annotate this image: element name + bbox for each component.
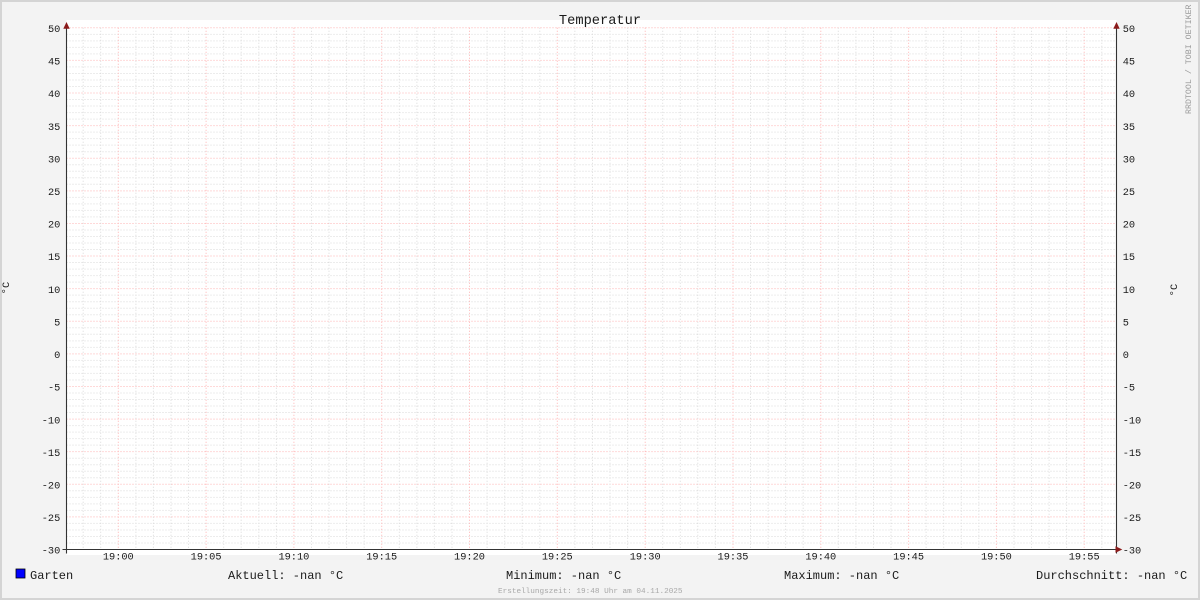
svg-text:-10: -10: [1123, 415, 1142, 427]
svg-text:35: 35: [48, 122, 60, 134]
svg-text:-15: -15: [42, 448, 61, 460]
svg-text:10: 10: [48, 285, 60, 297]
svg-text:-10: -10: [42, 415, 61, 427]
svg-text:19:40: 19:40: [805, 552, 836, 564]
svg-text:19:55: 19:55: [1069, 552, 1100, 564]
svg-text:15: 15: [48, 252, 60, 264]
svg-text:-20: -20: [1123, 481, 1142, 493]
svg-text:19:05: 19:05: [191, 552, 222, 564]
svg-text:-30: -30: [1123, 546, 1142, 558]
svg-text:-20: -20: [42, 481, 61, 493]
svg-text:50: 50: [48, 24, 60, 36]
svg-text:19:25: 19:25: [542, 552, 573, 564]
svg-text:-30: -30: [42, 546, 61, 558]
svg-text:Garten: Garten: [30, 569, 73, 583]
svg-text:19:50: 19:50: [981, 552, 1012, 564]
svg-text:40: 40: [48, 89, 60, 101]
svg-text:10: 10: [1123, 285, 1135, 297]
svg-text:Temperatur: Temperatur: [559, 14, 641, 29]
svg-text:30: 30: [1123, 154, 1135, 166]
svg-text:15: 15: [1123, 252, 1135, 264]
svg-text:25: 25: [48, 187, 60, 199]
svg-text:°C: °C: [1, 282, 13, 294]
svg-text:Aktuell: -nan °C: Aktuell: -nan °C: [228, 569, 343, 583]
svg-text:30: 30: [48, 154, 60, 166]
svg-text:45: 45: [1123, 57, 1135, 69]
svg-text:25: 25: [1123, 187, 1135, 199]
svg-text:19:00: 19:00: [103, 552, 134, 564]
svg-text:20: 20: [1123, 220, 1135, 232]
svg-text:35: 35: [1123, 122, 1135, 134]
svg-text:-15: -15: [1123, 448, 1142, 460]
svg-text:-25: -25: [42, 513, 61, 525]
svg-text:45: 45: [48, 57, 60, 69]
svg-text:20: 20: [48, 220, 60, 232]
svg-text:RRDTOOL / TOBI OETIKER: RRDTOOL / TOBI OETIKER: [1184, 4, 1194, 114]
svg-text:19:30: 19:30: [630, 552, 661, 564]
svg-text:0: 0: [1123, 350, 1129, 362]
svg-text:40: 40: [1123, 89, 1135, 101]
svg-text:°C: °C: [1169, 284, 1181, 296]
svg-text:19:35: 19:35: [718, 552, 749, 564]
svg-text:50: 50: [1123, 24, 1135, 36]
svg-text:-5: -5: [48, 383, 60, 395]
svg-text:Erstellungszeit: 19:48 Uhr am: Erstellungszeit: 19:48 Uhr am 04.11.2025: [498, 588, 683, 596]
svg-text:19:15: 19:15: [366, 552, 397, 564]
svg-text:-5: -5: [1123, 383, 1135, 395]
svg-text:19:45: 19:45: [893, 552, 924, 564]
svg-text:-25: -25: [1123, 513, 1142, 525]
svg-text:Minimum: -nan °C: Minimum: -nan °C: [506, 569, 621, 583]
svg-text:19:20: 19:20: [454, 552, 485, 564]
svg-text:Maximum: -nan °C: Maximum: -nan °C: [784, 569, 899, 583]
svg-text:5: 5: [54, 318, 60, 330]
svg-text:Durchschnitt: -nan °C: Durchschnitt: -nan °C: [1036, 569, 1187, 583]
svg-text:0: 0: [54, 350, 60, 362]
svg-text:5: 5: [1123, 318, 1129, 330]
svg-text:19:10: 19:10: [278, 552, 309, 564]
